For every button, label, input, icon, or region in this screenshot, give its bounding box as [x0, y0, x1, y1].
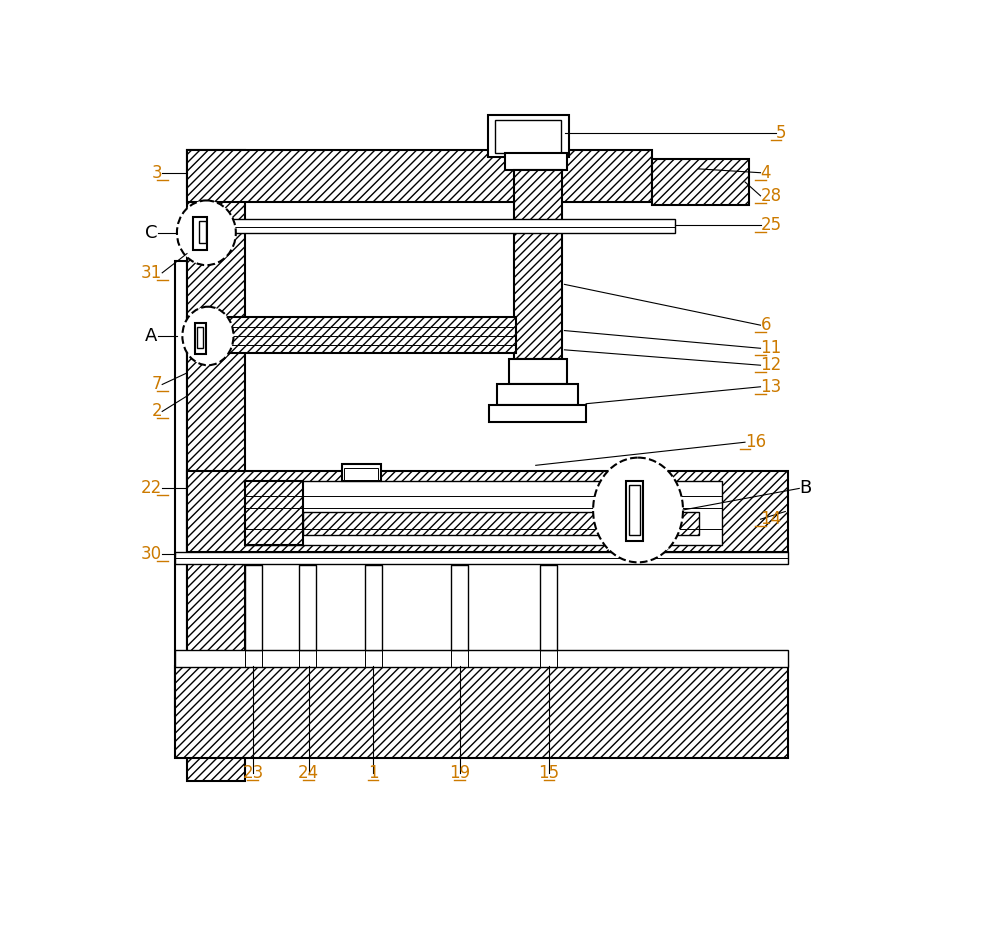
Text: 23: 23: [242, 764, 264, 782]
Bar: [497, 383, 578, 406]
Bar: [495, 120, 561, 153]
Text: 4: 4: [761, 164, 771, 181]
Text: 3: 3: [152, 164, 162, 181]
Text: 24: 24: [298, 764, 319, 782]
Bar: [175, 666, 788, 757]
Bar: [488, 115, 569, 157]
Text: C: C: [145, 224, 158, 242]
Bar: [629, 485, 640, 534]
Bar: [509, 359, 567, 383]
Text: 2: 2: [152, 403, 162, 420]
Bar: [489, 406, 586, 422]
Bar: [652, 159, 749, 205]
Ellipse shape: [593, 457, 683, 562]
Text: 6: 6: [761, 316, 771, 334]
Text: 14: 14: [761, 510, 782, 528]
Text: 28: 28: [761, 187, 782, 205]
Bar: [187, 471, 788, 552]
Ellipse shape: [182, 307, 234, 365]
Text: 19: 19: [449, 764, 470, 782]
Bar: [245, 566, 262, 650]
Bar: [187, 150, 245, 781]
Text: 15: 15: [538, 764, 559, 782]
Bar: [299, 566, 316, 650]
Bar: [187, 150, 652, 202]
Bar: [450, 566, 468, 650]
Text: 11: 11: [761, 339, 782, 357]
Text: 31: 31: [141, 264, 162, 282]
Bar: [245, 481, 303, 544]
Bar: [365, 566, 382, 650]
Text: 12: 12: [761, 357, 782, 374]
Bar: [626, 481, 643, 541]
Text: A: A: [145, 327, 158, 345]
Text: 1: 1: [368, 764, 378, 782]
Text: 7: 7: [152, 375, 162, 394]
Text: 13: 13: [761, 378, 782, 395]
Bar: [540, 566, 557, 650]
Bar: [195, 323, 206, 354]
Text: 30: 30: [141, 544, 162, 563]
Text: B: B: [799, 480, 812, 497]
Bar: [193, 218, 207, 250]
Bar: [245, 481, 722, 544]
Text: 5: 5: [776, 124, 786, 142]
Text: 25: 25: [761, 216, 782, 234]
Bar: [197, 327, 203, 348]
Text: 22: 22: [141, 480, 162, 497]
Bar: [303, 511, 698, 534]
Text: 16: 16: [745, 433, 766, 451]
Bar: [505, 154, 567, 170]
Bar: [344, 468, 378, 480]
Bar: [342, 464, 381, 481]
Ellipse shape: [177, 200, 236, 265]
Bar: [187, 219, 675, 232]
Bar: [514, 170, 562, 359]
Bar: [175, 261, 187, 716]
Bar: [175, 552, 788, 564]
Bar: [175, 650, 788, 667]
Bar: [187, 318, 516, 353]
Bar: [199, 221, 206, 243]
